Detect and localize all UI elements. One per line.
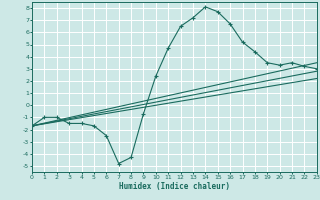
X-axis label: Humidex (Indice chaleur): Humidex (Indice chaleur) xyxy=(119,182,230,191)
